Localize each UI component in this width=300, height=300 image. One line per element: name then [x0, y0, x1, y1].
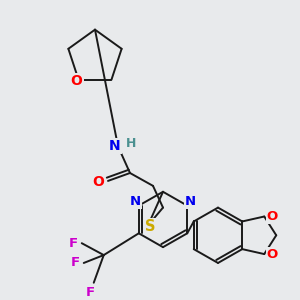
Text: F: F	[86, 286, 95, 299]
Text: N: N	[185, 195, 196, 208]
Text: S: S	[145, 219, 155, 234]
Text: O: O	[267, 210, 278, 223]
Text: N: N	[109, 139, 121, 153]
Text: O: O	[267, 248, 278, 261]
Text: N: N	[130, 195, 141, 208]
Text: F: F	[69, 237, 78, 250]
Text: H: H	[126, 137, 136, 150]
Text: F: F	[71, 256, 80, 269]
Text: O: O	[92, 175, 104, 189]
Text: O: O	[70, 74, 83, 88]
